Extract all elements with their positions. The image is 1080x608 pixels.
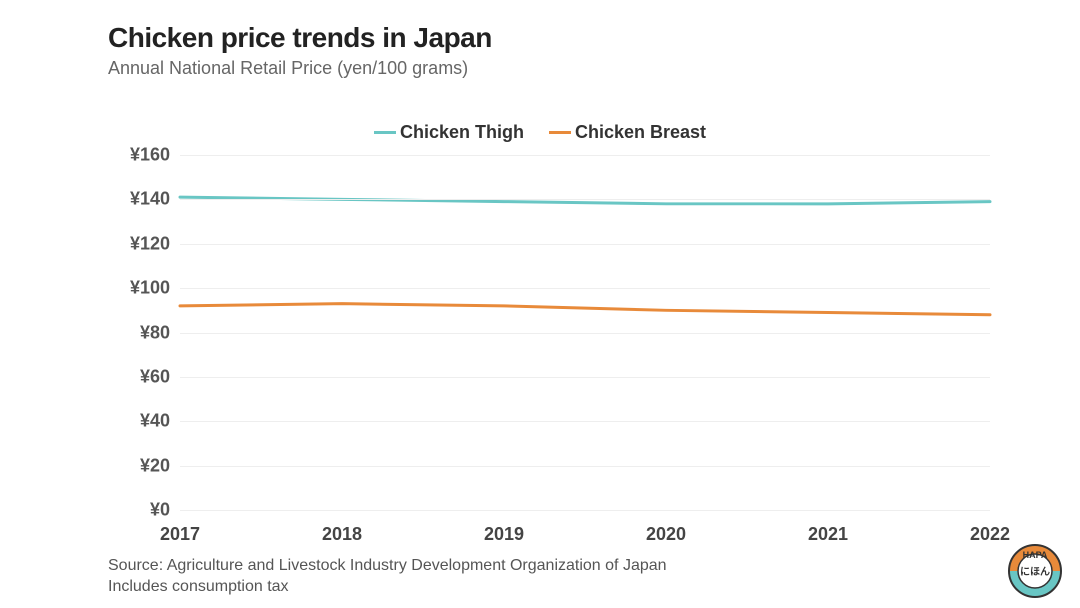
y-axis-label: ¥140: [100, 189, 170, 210]
y-axis-label: ¥120: [100, 233, 170, 254]
footnote: Source: Agriculture and Livestock Indust…: [108, 556, 667, 598]
logo-inner-text: にほん: [1020, 566, 1050, 578]
gridline: [180, 199, 990, 200]
x-axis-label: 2018: [322, 524, 362, 545]
series-line: [180, 304, 990, 315]
y-axis-label: ¥40: [100, 411, 170, 432]
y-axis-label: ¥60: [100, 366, 170, 387]
chart-title: Chicken price trends in Japan: [108, 22, 492, 54]
y-axis-label: ¥0: [100, 500, 170, 521]
legend-item-breast: Chicken Breast: [549, 122, 706, 143]
x-axis-label: 2020: [646, 524, 686, 545]
y-axis-label: ¥20: [100, 455, 170, 476]
legend: Chicken Thigh Chicken Breast: [0, 118, 1080, 143]
y-axis-label: ¥100: [100, 278, 170, 299]
brand-logo: HAPA にほん: [1008, 544, 1062, 598]
x-axis-label: 2022: [970, 524, 1010, 545]
brand-logo-svg: HAPA にほん: [1008, 544, 1062, 598]
legend-label-breast: Chicken Breast: [575, 122, 706, 143]
gridline: [180, 333, 990, 334]
x-axis-label: 2017: [160, 524, 200, 545]
footnote-line-2: Includes consumption tax: [108, 577, 667, 598]
x-axis-label: 2021: [808, 524, 848, 545]
y-axis-label: ¥160: [100, 145, 170, 166]
footnote-line-1: Source: Agriculture and Livestock Indust…: [108, 556, 667, 577]
plot-area: ¥0¥20¥40¥60¥80¥100¥120¥140¥1602017201820…: [180, 155, 990, 510]
y-axis-label: ¥80: [100, 322, 170, 343]
legend-swatch-thigh: [374, 131, 396, 134]
gridline: [180, 377, 990, 378]
gridline: [180, 288, 990, 289]
series-line: [180, 197, 990, 204]
chart-subtitle: Annual National Retail Price (yen/100 gr…: [108, 58, 468, 79]
legend-item-thigh: Chicken Thigh: [374, 122, 524, 143]
legend-label-thigh: Chicken Thigh: [400, 122, 524, 143]
gridline: [180, 155, 990, 156]
x-axis-label: 2019: [484, 524, 524, 545]
legend-swatch-breast: [549, 131, 571, 134]
gridline: [180, 466, 990, 467]
gridline: [180, 244, 990, 245]
logo-outer-text: HAPA: [1023, 550, 1048, 560]
gridline: [180, 421, 990, 422]
gridline: [180, 510, 990, 511]
chart-container: Chicken price trends in Japan Annual Nat…: [0, 0, 1080, 608]
